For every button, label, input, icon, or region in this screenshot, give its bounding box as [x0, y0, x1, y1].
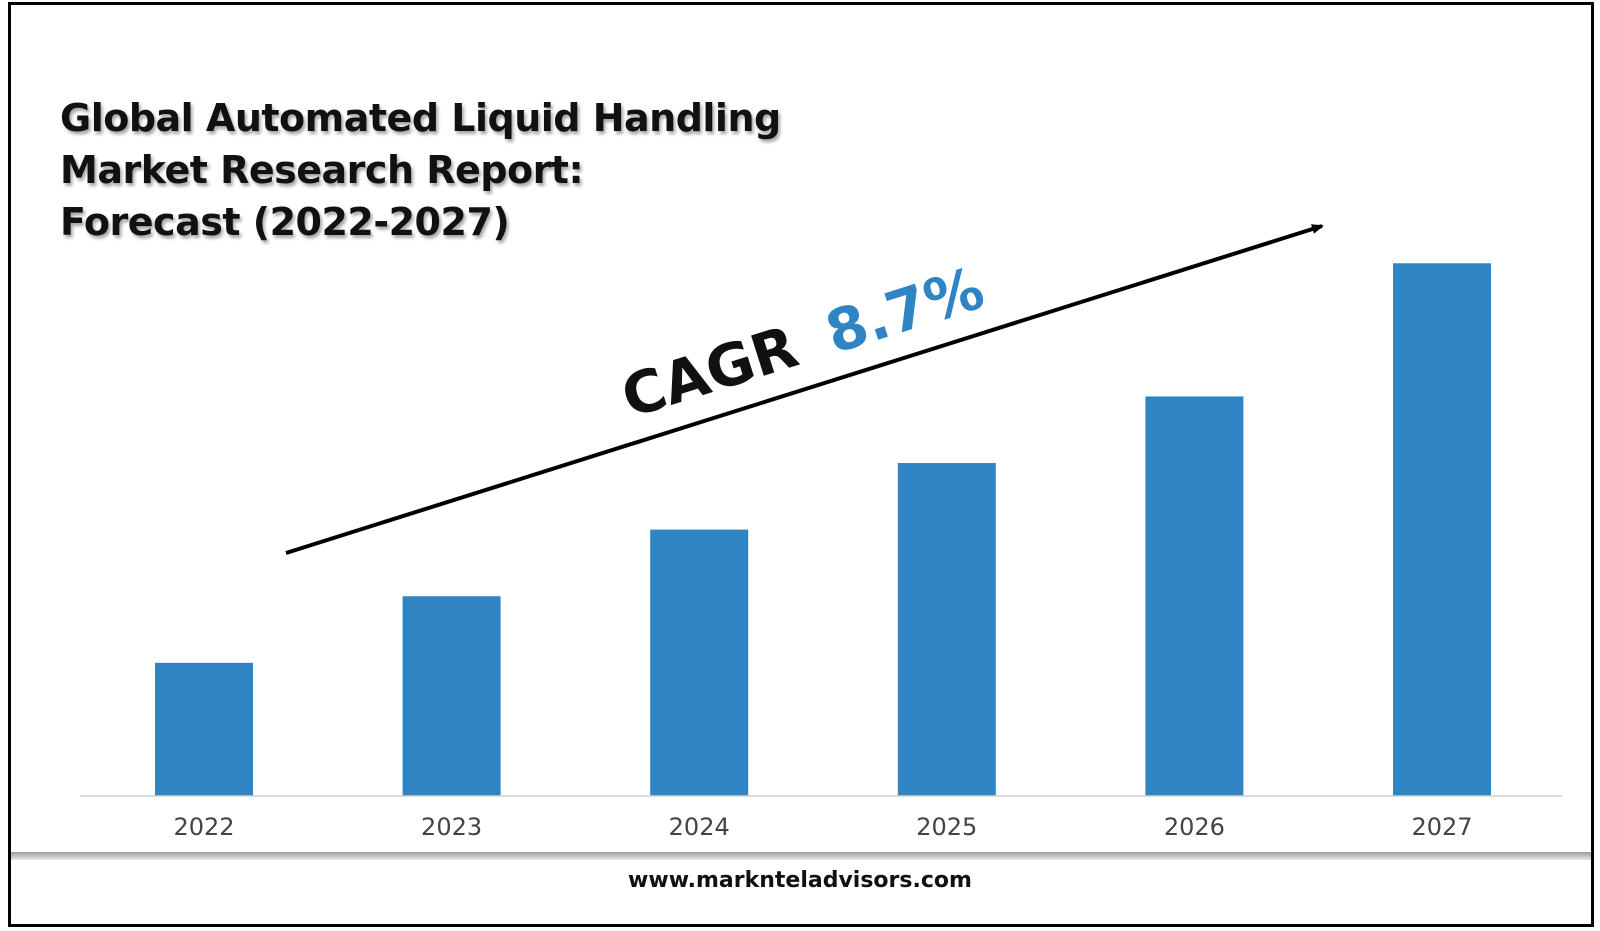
cagr-annotation: CAGR 8.7%: [614, 254, 992, 432]
x-tick-labels: 2022 2023 2024 2025 2026 2027: [173, 813, 1472, 841]
x-tick-label-2024: 2024: [669, 813, 730, 841]
title-line-2: Market Research Report:: [60, 148, 584, 192]
trend-arrow: [285, 224, 1324, 555]
x-tick-label-2025: 2025: [916, 813, 977, 841]
footer-band: [11, 852, 1591, 860]
x-tick-label-2027: 2027: [1411, 813, 1472, 841]
bar-2027: [1393, 263, 1491, 797]
bar-2025: [897, 463, 996, 796]
chart-frame: [8, 2, 1594, 927]
bar-2024: [650, 529, 749, 796]
bar-2023: [402, 596, 501, 796]
cagr-label: CAGR: [614, 312, 806, 431]
cagr-value: 8.7%: [818, 254, 992, 367]
x-tick-label-2026: 2026: [1164, 813, 1225, 841]
x-tick-label-2022: 2022: [173, 813, 234, 841]
bar-2026: [1145, 396, 1244, 796]
title-line-3: Forecast (2022-2027): [60, 200, 510, 244]
footer-website: www.marknteladvisors.com: [628, 868, 972, 893]
bar-2022: [155, 662, 253, 796]
bars-group: [155, 263, 1491, 797]
x-tick-label-2023: 2023: [421, 813, 482, 841]
chart-title: Global Automated Liquid Handling Market …: [60, 92, 781, 248]
title-line-1: Global Automated Liquid Handling: [60, 96, 781, 140]
